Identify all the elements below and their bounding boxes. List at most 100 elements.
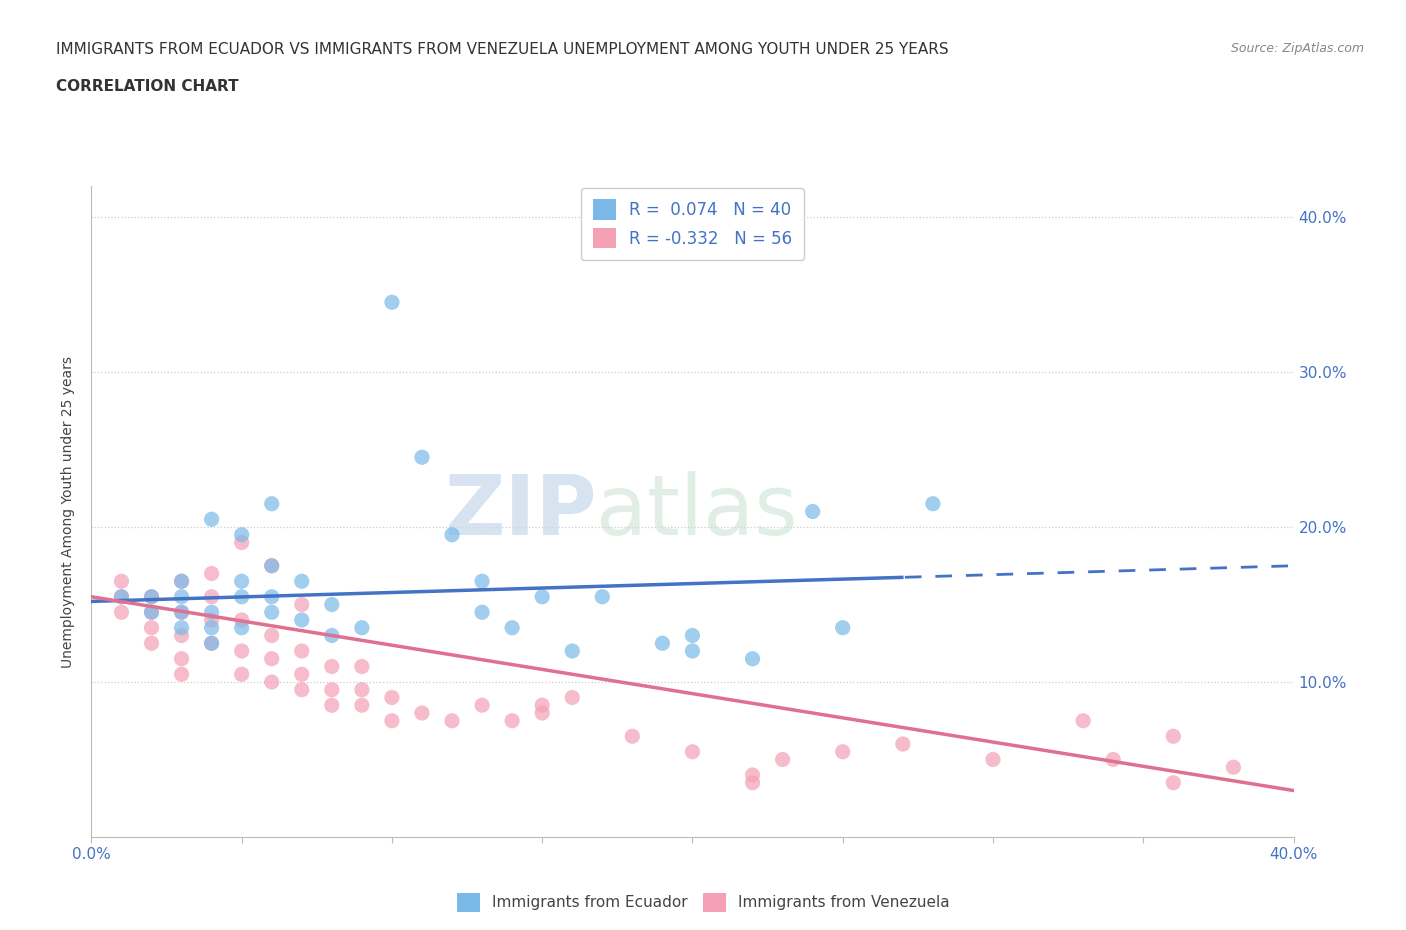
Point: [591, 590, 613, 604]
Legend: Immigrants from Ecuador, Immigrants from Venezuela: Immigrants from Ecuador, Immigrants from…: [450, 887, 956, 918]
Text: ZIP: ZIP: [444, 471, 596, 552]
Point: [531, 590, 554, 604]
Point: [231, 613, 253, 628]
Point: [350, 698, 373, 712]
Point: [321, 628, 343, 643]
Point: [110, 604, 132, 619]
Point: [201, 613, 224, 628]
Point: [1161, 729, 1184, 744]
Point: [231, 590, 253, 604]
Point: [531, 706, 554, 721]
Point: [1222, 760, 1244, 775]
Point: [170, 604, 193, 619]
Point: [321, 698, 343, 712]
Point: [381, 713, 404, 728]
Point: [231, 644, 253, 658]
Point: [260, 558, 283, 573]
Point: [1161, 776, 1184, 790]
Point: [291, 597, 314, 612]
Point: [170, 628, 193, 643]
Point: [891, 737, 914, 751]
Point: [201, 566, 224, 581]
Text: atlas: atlas: [596, 471, 799, 552]
Point: [170, 604, 193, 619]
Point: [201, 636, 224, 651]
Point: [321, 659, 343, 674]
Point: [201, 590, 224, 604]
Point: [350, 659, 373, 674]
Point: [291, 574, 314, 589]
Point: [201, 620, 224, 635]
Text: Source: ZipAtlas.com: Source: ZipAtlas.com: [1230, 42, 1364, 55]
Point: [231, 574, 253, 589]
Legend: R =  0.074   N = 40, R = -0.332   N = 56: R = 0.074 N = 40, R = -0.332 N = 56: [581, 188, 804, 260]
Point: [260, 651, 283, 666]
Point: [741, 767, 763, 782]
Point: [1071, 713, 1094, 728]
Point: [681, 644, 703, 658]
Point: [141, 604, 163, 619]
Point: [260, 590, 283, 604]
Point: [141, 620, 163, 635]
Point: [110, 574, 132, 589]
Point: [741, 651, 763, 666]
Point: [381, 690, 404, 705]
Point: [831, 620, 853, 635]
Point: [561, 690, 583, 705]
Point: [201, 604, 224, 619]
Y-axis label: Unemployment Among Youth under 25 years: Unemployment Among Youth under 25 years: [62, 355, 76, 668]
Point: [681, 628, 703, 643]
Point: [381, 295, 404, 310]
Point: [141, 604, 163, 619]
Point: [411, 450, 433, 465]
Point: [471, 698, 494, 712]
Point: [231, 667, 253, 682]
Point: [561, 644, 583, 658]
Point: [141, 590, 163, 604]
Point: [681, 744, 703, 759]
Point: [321, 597, 343, 612]
Point: [321, 683, 343, 698]
Point: [110, 590, 132, 604]
Point: [291, 667, 314, 682]
Point: [981, 752, 1004, 767]
Point: [231, 620, 253, 635]
Point: [531, 698, 554, 712]
Point: [260, 628, 283, 643]
Point: [260, 558, 283, 573]
Point: [170, 651, 193, 666]
Point: [141, 636, 163, 651]
Point: [291, 644, 314, 658]
Point: [621, 729, 644, 744]
Point: [471, 574, 494, 589]
Point: [170, 590, 193, 604]
Point: [170, 620, 193, 635]
Point: [772, 752, 794, 767]
Point: [801, 504, 824, 519]
Point: [291, 683, 314, 698]
Text: CORRELATION CHART: CORRELATION CHART: [56, 79, 239, 94]
Point: [170, 574, 193, 589]
Point: [411, 706, 433, 721]
Point: [831, 744, 853, 759]
Point: [501, 620, 523, 635]
Point: [741, 776, 763, 790]
Point: [922, 497, 945, 512]
Point: [471, 604, 494, 619]
Point: [350, 683, 373, 698]
Point: [651, 636, 673, 651]
Point: [291, 613, 314, 628]
Point: [231, 535, 253, 550]
Point: [231, 527, 253, 542]
Point: [440, 527, 463, 542]
Point: [260, 604, 283, 619]
Point: [201, 636, 224, 651]
Point: [501, 713, 523, 728]
Point: [1102, 752, 1125, 767]
Point: [260, 497, 283, 512]
Point: [440, 713, 463, 728]
Point: [170, 574, 193, 589]
Point: [201, 512, 224, 526]
Text: IMMIGRANTS FROM ECUADOR VS IMMIGRANTS FROM VENEZUELA UNEMPLOYMENT AMONG YOUTH UN: IMMIGRANTS FROM ECUADOR VS IMMIGRANTS FR…: [56, 42, 949, 57]
Point: [350, 620, 373, 635]
